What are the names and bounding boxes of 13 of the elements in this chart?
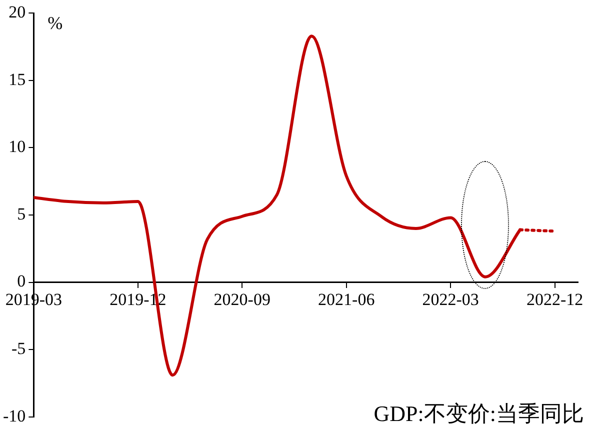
y-tick-label: -5	[11, 339, 26, 358]
y-tick-label: 0	[17, 272, 26, 291]
y-tick-label: 10	[8, 137, 26, 156]
y-tick-label: 20	[8, 2, 26, 22]
y-tick-label: 15	[8, 70, 26, 89]
x-tick-label: 2020-09	[214, 290, 270, 309]
x-tick-label: 2022-12	[526, 290, 584, 309]
y-axis-title: %	[48, 12, 63, 33]
y-tick-label: 5	[17, 204, 26, 224]
x-tick-label: 2022-03	[422, 290, 479, 309]
x-tick-label: 2021-06	[318, 290, 375, 309]
annotation: GDP:不变价:当季同比	[374, 400, 584, 426]
y-tick-label: -10	[2, 406, 26, 426]
